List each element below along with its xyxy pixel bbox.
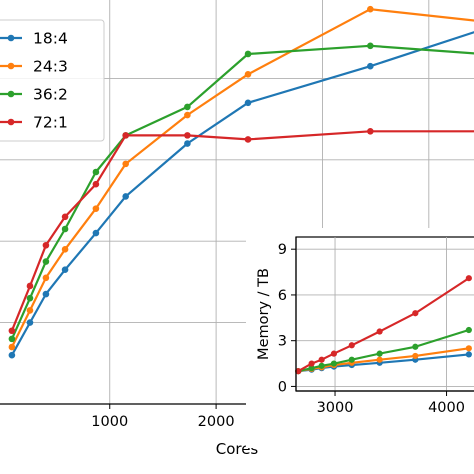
data-point-72:1 bbox=[61, 213, 69, 221]
data-point-18:4 bbox=[122, 193, 129, 200]
data-point-24:3 bbox=[61, 246, 69, 253]
data-point-24:3 bbox=[92, 205, 100, 212]
data-point-18:4 bbox=[244, 99, 252, 107]
data-point-24:3 bbox=[244, 71, 252, 78]
inset-data-point-36:2 bbox=[318, 362, 325, 369]
data-point-72:1 bbox=[244, 136, 252, 143]
legend-swatch-marker bbox=[7, 90, 15, 98]
inset-x-tick-label: 4000 bbox=[428, 400, 465, 416]
inset-data-point-36:2 bbox=[412, 343, 419, 350]
data-point-36:2 bbox=[244, 50, 252, 58]
data-point-18:4 bbox=[42, 290, 50, 298]
data-point-24:3 bbox=[184, 111, 191, 119]
inset-data-point-72:1 bbox=[412, 310, 419, 317]
main-x-tick-label: 1000 bbox=[91, 414, 128, 430]
data-point-18:4 bbox=[367, 62, 374, 70]
inset-y-tick-label: 6 bbox=[278, 288, 287, 304]
inset-data-point-72:1 bbox=[318, 356, 325, 363]
data-point-72:1 bbox=[42, 241, 50, 249]
legend: 18:4 24:3 36:2 72:1 bbox=[0, 19, 105, 142]
data-point-36:2 bbox=[26, 294, 34, 302]
inset-y-tick-label: 0 bbox=[278, 379, 287, 395]
inset-y-tick-label: 9 bbox=[278, 242, 287, 258]
data-point-36:2 bbox=[8, 335, 16, 343]
inset-data-point-36:2 bbox=[376, 350, 383, 357]
main-x-tick-label: 2000 bbox=[198, 414, 235, 430]
legend-label: 36:2 bbox=[33, 86, 68, 104]
legend-swatch-marker bbox=[7, 34, 15, 42]
inset-data-point-36:2 bbox=[465, 326, 472, 334]
series-line-24:3 bbox=[10, 8, 474, 348]
data-point-18:4 bbox=[61, 266, 69, 273]
series-line-72:1 bbox=[10, 130, 474, 332]
inset-data-point-36:2 bbox=[308, 365, 315, 372]
series-line-18:4 bbox=[10, 31, 474, 356]
inset-data-point-72:1 bbox=[330, 350, 338, 357]
data-point-72:1 bbox=[26, 282, 34, 290]
data-point-72:1 bbox=[122, 132, 129, 139]
inset-data-point-72:1 bbox=[308, 360, 315, 367]
inset-data-point-18:4 bbox=[465, 351, 472, 358]
data-point-18:4 bbox=[8, 351, 16, 359]
data-point-18:4 bbox=[26, 319, 34, 326]
inset-data-point-72:1 bbox=[348, 342, 355, 349]
inset-data-point-72:1 bbox=[295, 368, 302, 375]
data-point-36:2 bbox=[61, 225, 69, 233]
data-point-72:1 bbox=[92, 180, 100, 188]
data-point-18:4 bbox=[92, 229, 100, 237]
inset-y-tick-label: 3 bbox=[278, 334, 287, 350]
legend-swatch-marker bbox=[7, 62, 15, 70]
legend-swatch-marker bbox=[7, 118, 15, 126]
inset-plot: 3000 4000 0 3 6 9 Memory / TB bbox=[246, 228, 474, 448]
inset-data-point-72:1 bbox=[376, 328, 383, 335]
data-point-24:3 bbox=[122, 160, 129, 168]
inset-x-tick-label: 3000 bbox=[317, 400, 354, 416]
data-point-24:3 bbox=[367, 5, 374, 13]
inset-y-axis-label: Memory / TB bbox=[256, 268, 272, 360]
data-point-72:1 bbox=[8, 327, 16, 335]
legend-box bbox=[0, 19, 105, 142]
data-point-24:3 bbox=[42, 274, 50, 282]
inset-data-point-36:2 bbox=[348, 356, 355, 363]
series-line-36:2 bbox=[10, 44, 474, 340]
data-point-36:2 bbox=[92, 168, 100, 176]
data-point-72:1 bbox=[184, 132, 191, 139]
inset-data-point-24:3 bbox=[376, 356, 383, 363]
legend-label: 24:3 bbox=[33, 58, 68, 76]
data-point-24:3 bbox=[8, 343, 16, 351]
inset-data-point-24:3 bbox=[412, 352, 419, 360]
inset-data-point-72:1 bbox=[465, 275, 472, 282]
data-point-18:4 bbox=[184, 140, 191, 147]
data-point-72:1 bbox=[367, 128, 374, 135]
data-point-36:2 bbox=[367, 42, 374, 50]
data-point-24:3 bbox=[26, 307, 34, 314]
inset-data-point-24:3 bbox=[465, 345, 472, 352]
legend-label: 18:4 bbox=[33, 30, 68, 48]
legend-label: 72:1 bbox=[33, 114, 68, 132]
inset-data-point-36:2 bbox=[330, 360, 338, 367]
data-point-36:2 bbox=[184, 103, 191, 111]
data-point-36:2 bbox=[42, 258, 50, 265]
